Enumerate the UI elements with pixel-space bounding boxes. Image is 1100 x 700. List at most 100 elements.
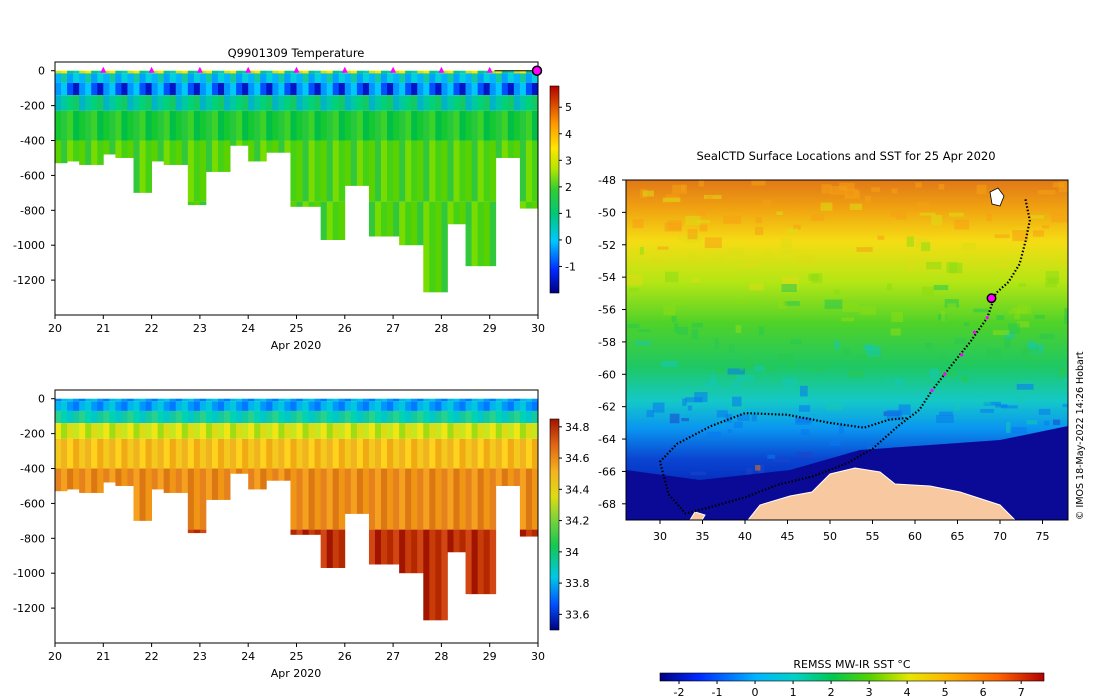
salinity-cell	[139, 423, 146, 439]
salinity-cell	[91, 438, 98, 469]
temperature-cell	[344, 70, 352, 74]
sst-patch	[1016, 396, 1026, 404]
salinity-cell	[278, 468, 285, 481]
temperature-cell	[519, 82, 527, 96]
sst-patch	[1037, 190, 1056, 195]
sst-patch	[678, 237, 684, 242]
temperature-cell	[91, 95, 98, 111]
temperature-cell	[181, 110, 189, 141]
salinity-cell	[103, 423, 110, 439]
salinity-cell	[525, 468, 533, 530]
temperature-cell	[205, 82, 213, 96]
temperature-cell	[199, 70, 207, 74]
salinity-cell	[290, 398, 297, 402]
temperature-cell	[236, 73, 243, 83]
salinity-cell	[211, 468, 219, 500]
salinity-cell	[193, 468, 201, 530]
temperature-cell	[453, 201, 460, 225]
temperature-cell	[157, 70, 165, 74]
sst-patch	[936, 414, 954, 423]
salinity-cb-label: 33.8	[565, 577, 590, 590]
salinity-cell	[441, 529, 448, 621]
salinity-cell	[483, 438, 491, 469]
salinity-cell	[387, 401, 394, 411]
salinity-cell	[477, 423, 485, 439]
temperature-cell	[115, 82, 122, 96]
temperature-cell	[79, 82, 86, 96]
salinity-cell	[79, 410, 86, 424]
salinity-cell	[79, 398, 86, 402]
salinity-cell	[507, 410, 515, 424]
salinity-cell	[139, 468, 146, 521]
temperature-cell	[278, 70, 285, 74]
sst-patch	[652, 402, 665, 413]
sst-patch	[739, 365, 744, 371]
temperature-xtick-label: 30	[531, 322, 545, 335]
salinity-cell	[91, 423, 98, 439]
salinity-cell	[519, 438, 527, 469]
temperature-cell	[387, 110, 394, 141]
temperature-cell	[302, 73, 309, 83]
sst-patch	[799, 405, 810, 412]
salinity-cell	[338, 529, 346, 568]
salinity-cell	[350, 423, 358, 439]
temperature-cell	[441, 110, 448, 141]
salinity-cell	[85, 423, 92, 439]
temperature-cell	[61, 95, 68, 111]
temperature-cell	[362, 73, 370, 83]
temperature-cell	[55, 95, 62, 111]
sst-patch	[965, 358, 973, 366]
salinity-cell	[157, 401, 165, 411]
temperature-cell	[489, 140, 497, 202]
salinity-cell	[399, 398, 406, 402]
temperature-cell	[169, 140, 177, 165]
salinity-xtick-label: 29	[483, 650, 497, 663]
sst-patch	[718, 253, 727, 262]
temperature-ytick-label: -400	[20, 135, 45, 148]
salinity-colorbar	[549, 418, 560, 631]
temperature-cell	[519, 95, 527, 111]
salinity-cell	[393, 438, 400, 469]
temperature-cell	[266, 140, 273, 153]
sst-patch	[682, 398, 687, 406]
salinity-cell	[477, 468, 485, 530]
sst-patch	[825, 401, 843, 411]
temperature-cell	[314, 95, 322, 111]
salinity-cell	[423, 410, 430, 424]
salinity-cell	[495, 438, 503, 469]
temperature-cell	[399, 110, 406, 141]
salinity-cell	[218, 410, 225, 424]
sst-patch	[1045, 271, 1059, 280]
salinity-cell	[236, 423, 243, 439]
salinity-cell	[236, 468, 243, 474]
temperature-cell	[405, 82, 412, 96]
sst-patch	[651, 257, 663, 265]
salinity-cell	[374, 529, 382, 565]
salinity-cell	[477, 529, 485, 595]
salinity-cb-label: 34.4	[565, 483, 590, 496]
temperature-cell	[254, 95, 261, 111]
salinity-xtick-label: 25	[290, 650, 304, 663]
salinity-cell	[61, 468, 68, 492]
temperature-cell	[477, 201, 485, 267]
temperature-cell	[513, 82, 521, 96]
salinity-cell	[272, 423, 279, 439]
salinity-cell	[525, 398, 533, 402]
temperature-cell	[332, 201, 340, 240]
temperature-cell	[169, 73, 177, 83]
temperature-cell	[471, 82, 479, 96]
sst-patch	[677, 326, 688, 335]
salinity-cell	[133, 438, 140, 469]
salinity-xtick-label: 23	[193, 650, 207, 663]
salinity-cell	[411, 438, 418, 469]
temperature-cell	[127, 110, 134, 141]
salinity-cell	[459, 423, 466, 439]
salinity-cell	[103, 468, 110, 483]
temperature-cell	[332, 95, 340, 111]
temperature-cell	[290, 82, 297, 96]
temperature-cell	[501, 140, 509, 158]
salinity-cell	[163, 423, 171, 439]
salinity-cell	[181, 401, 189, 411]
temperature-cell	[145, 95, 152, 111]
salinity-cell	[332, 423, 340, 439]
